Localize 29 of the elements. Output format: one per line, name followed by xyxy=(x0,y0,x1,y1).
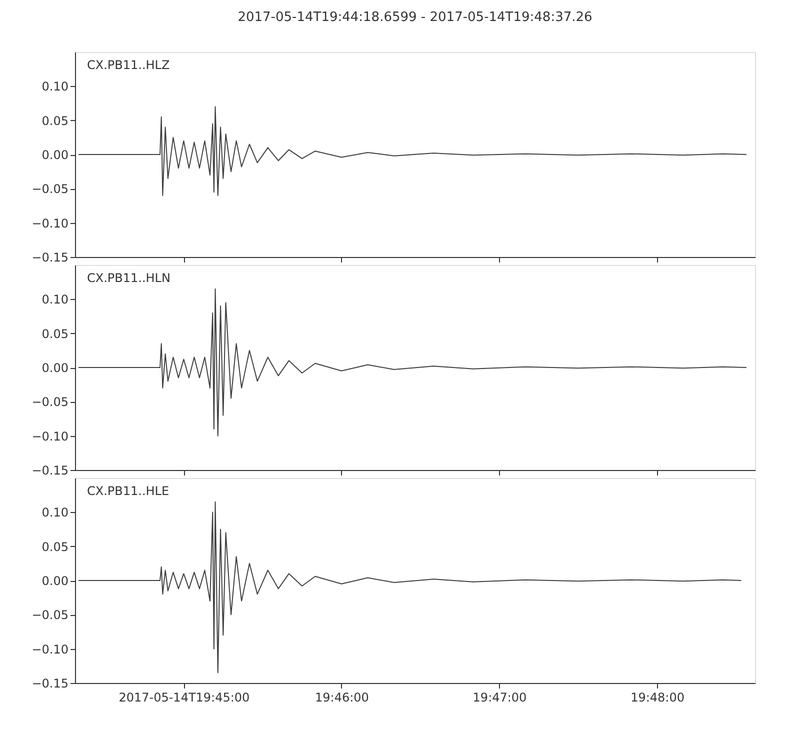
y-tick-label: −0.15 xyxy=(32,250,68,264)
x-tick-label: 19:48:00 xyxy=(630,690,684,704)
line-series xyxy=(78,106,747,196)
y-tick-label: 0.00 xyxy=(42,574,68,588)
y-tick-label: 0.00 xyxy=(42,148,68,162)
annotation: CX.PB11..HLN xyxy=(87,271,170,285)
y-tick-label: 0.10 xyxy=(42,292,68,307)
y-tick-label: −0.10 xyxy=(32,642,68,656)
x-tick-label: 19:46:00 xyxy=(315,690,369,704)
y-tick-label: −0.15 xyxy=(32,676,68,690)
y-tick-label: −0.15 xyxy=(32,464,68,478)
y-tick-label: 0.05 xyxy=(42,114,68,128)
chart-title: 2017-05-14T19:44:18.6599 - 2017-05-14T19:48:37.26 xyxy=(238,10,592,25)
annotation: CX.PB11..HLE xyxy=(87,484,170,498)
x-tick-label: 2017-05-14T19:45:00 xyxy=(118,690,250,704)
y-tick-label: −0.05 xyxy=(32,608,68,622)
y-tick-label: −0.10 xyxy=(32,216,68,230)
y-tick-label: 0.05 xyxy=(42,540,68,554)
y-tick-label: 0.05 xyxy=(42,326,68,341)
y-tick-label: −0.05 xyxy=(32,182,68,196)
y-tick-label: −0.05 xyxy=(32,395,68,410)
y-tick-label: 0.00 xyxy=(42,361,68,375)
line-series xyxy=(78,288,747,436)
y-tick-label: 0.10 xyxy=(42,80,68,94)
y-tick-label: 0.10 xyxy=(42,506,68,520)
line-series xyxy=(78,501,742,674)
y-tick-label: −0.10 xyxy=(32,429,68,444)
annotation: CX.PB11..HLZ xyxy=(87,58,170,72)
x-tick-label: 19:47:00 xyxy=(472,690,527,704)
